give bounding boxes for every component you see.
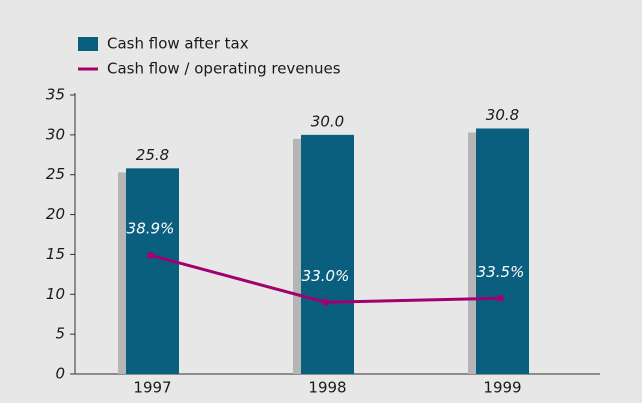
y-tick-label: 15 — [46, 245, 65, 263]
line-value-label: 38.9% — [127, 220, 175, 238]
legend-label: Cash flow / operating revenues — [107, 60, 341, 78]
legend-swatch — [78, 37, 98, 51]
y-tick-label: 25 — [46, 165, 65, 183]
bar — [126, 168, 179, 374]
bar-value-label: 25.8 — [136, 146, 169, 164]
line-point — [147, 252, 154, 259]
bar — [301, 134, 354, 374]
y-tick-label: 20 — [46, 205, 65, 223]
bar-value-label: 30.0 — [311, 112, 344, 130]
x-tick-label: 1997 — [133, 379, 171, 397]
bar — [476, 128, 529, 374]
line-value-label: 33.0% — [302, 267, 350, 285]
legend-label: Cash flow after tax — [107, 35, 249, 53]
x-tick-label: 1999 — [483, 379, 521, 397]
line-point — [497, 295, 504, 302]
y-tick-label: 5 — [55, 325, 65, 343]
y-tick-label: 10 — [46, 285, 65, 303]
y-tick-label: 0 — [55, 365, 65, 383]
x-tick-label: 1998 — [308, 379, 346, 397]
line-value-label: 33.5% — [477, 263, 525, 281]
line-point — [322, 299, 329, 306]
y-tick-label: 35 — [46, 86, 65, 104]
y-tick-label: 30 — [46, 125, 65, 143]
bar-value-label: 30.8 — [486, 106, 519, 124]
